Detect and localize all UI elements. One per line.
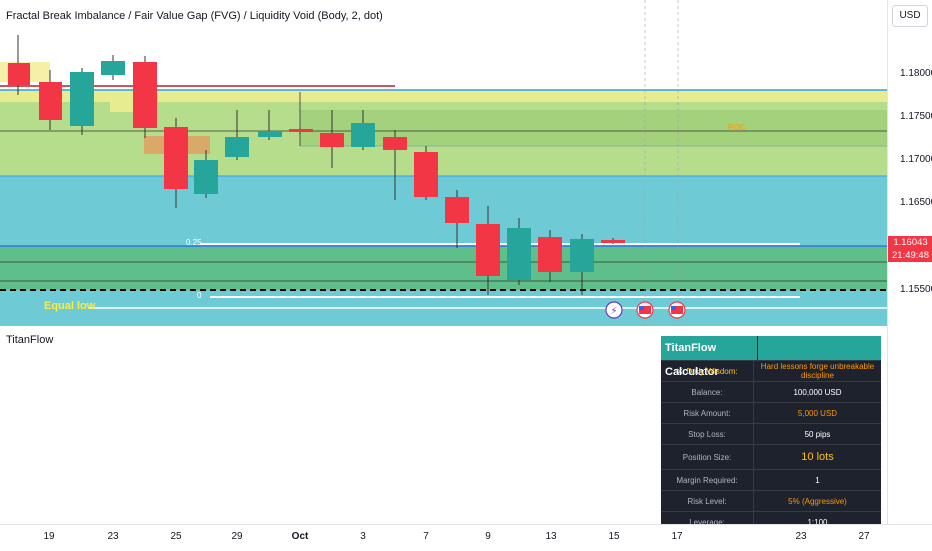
level-label-zero: 0 <box>197 291 202 300</box>
chart-canvas: ⚡ <box>0 0 887 326</box>
time-label: 27 <box>858 531 870 542</box>
time-label: 17 <box>671 531 683 542</box>
sword-icon: ⚔ <box>676 366 684 376</box>
stop-loss-value: 50 pips <box>753 424 881 444</box>
price-label-5: 1.15500 <box>900 284 932 295</box>
leverage-value: 1:100 <box>753 512 881 532</box>
price-label-4: 1.16500 <box>900 197 932 208</box>
stop-loss-key: Stop Loss: <box>688 429 726 439</box>
time-label: 9 <box>485 531 491 542</box>
currency-button[interactable]: USD <box>892 5 928 27</box>
time-label: 13 <box>545 531 557 542</box>
balance-key: Balance: <box>691 387 723 397</box>
daily-wisdom-value: Hard lessons forge unbreakable disciplin… <box>753 361 881 381</box>
daily-wisdom-key: ⚔ Daily Wisdom: <box>676 366 738 376</box>
price-axis[interactable]: 1.18000 1.17500 1.17000 1.16500 1.16043 … <box>887 0 932 524</box>
time-label: 7 <box>423 531 429 542</box>
calculator-title: TitanFlow Calculator <box>661 336 757 378</box>
risk-level-key: Risk Level: <box>687 496 727 506</box>
balance-value: 100,000 USD <box>753 382 881 402</box>
risk-level-value: 5% (Aggressive) <box>753 491 881 511</box>
time-label: 29 <box>231 531 243 542</box>
price-label-2: 1.17500 <box>900 111 932 122</box>
current-price: 1.16043 <box>893 237 928 248</box>
equal-low-label: Equal low <box>44 300 96 312</box>
svg-text:⚡: ⚡ <box>610 306 617 317</box>
risk-amount-key: Risk Amount: <box>683 408 731 418</box>
margin-required-key: Margin Required: <box>676 475 738 485</box>
time-label: 23 <box>795 531 807 542</box>
time-label: 15 <box>608 531 620 542</box>
current-price-badge: 1.16043 21:49:48 <box>888 236 932 262</box>
demand-zone-green <box>0 246 887 290</box>
price-label-3: 1.17000 <box>900 154 932 165</box>
risk-amount-value: 5,000 USD <box>753 403 881 423</box>
bar-countdown: 21:49:48 <box>892 250 929 261</box>
level-label-quarter: 0.25 <box>186 238 202 247</box>
time-label: 3 <box>360 531 366 542</box>
event-markers: ⚡ <box>605 301 686 319</box>
fvg-zone-yellow <box>0 90 887 102</box>
indicator-title[interactable]: TitanFlow <box>6 334 54 346</box>
time-label-month: Oct <box>291 531 309 542</box>
candles <box>8 35 625 295</box>
time-label: 19 <box>43 531 55 542</box>
price-label-1: 1.18000 <box>900 68 932 79</box>
poc-label: POC <box>728 123 746 132</box>
time-axis[interactable]: 19 23 25 29 Oct 3 7 9 13 15 17 23 27 <box>0 524 932 551</box>
price-chart[interactable]: ⚡ Fractal Break Imbalance / Fair Value G… <box>0 0 887 326</box>
leverage-key: Leverage: <box>689 517 725 527</box>
time-label: 23 <box>107 531 119 542</box>
position-size-key: Position Size: <box>682 452 732 462</box>
titanflow-calculator: TitanFlow Calculator ⚔ Daily Wisdom: Hard… <box>661 336 881 532</box>
margin-required-value: 1 <box>753 470 881 490</box>
time-label: 25 <box>170 531 182 542</box>
chart-title[interactable]: Fractal Break Imbalance / Fair Value Gap… <box>6 10 383 22</box>
lightning-event-icon <box>605 301 623 319</box>
position-size-value: 10 lots <box>753 445 881 469</box>
